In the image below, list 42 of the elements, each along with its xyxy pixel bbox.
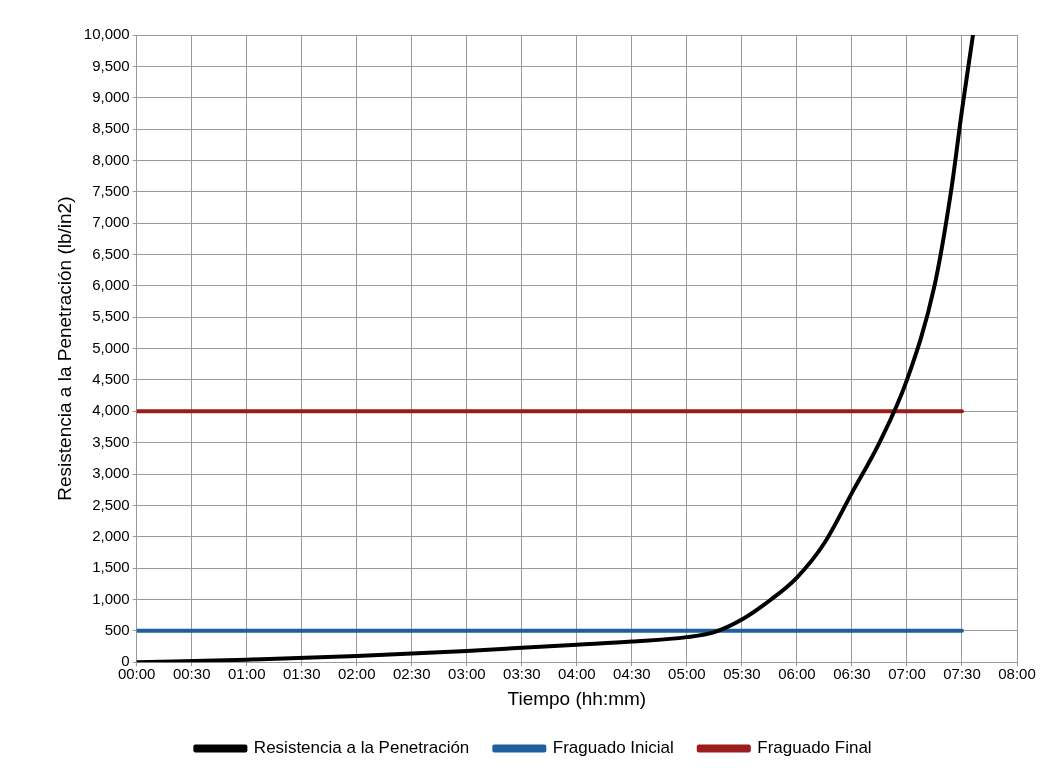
y-tick-label: 9,500 (92, 56, 130, 74)
y-tick-label: 5,000 (92, 338, 130, 356)
legend-label: Fraguado Final (757, 738, 872, 758)
x-tick-label: 04:30 (613, 665, 651, 683)
y-tick-label: 9,000 (92, 87, 130, 105)
y-tick-label: 3,000 (92, 464, 130, 482)
x-tick-label: 04:00 (558, 665, 596, 683)
y-tick-label: 1,500 (92, 558, 130, 576)
line-series (136, 35, 975, 663)
y-tick-label: 2,000 (92, 526, 130, 544)
legend-label: Fraguado Inicial (552, 738, 674, 758)
y-tick-label: 2,500 (92, 495, 130, 513)
y-tick-label: 1,000 (92, 589, 130, 607)
y-axis-title: Resistencia a la Penetración (lb/in2) (53, 196, 75, 501)
x-tick-label: 03:30 (503, 665, 541, 683)
legend-label: Resistencia a la Penetración (253, 738, 470, 758)
y-tick-label: 4,000 (92, 401, 130, 419)
x-tick-label: 00:30 (172, 665, 211, 683)
y-tick-label: 6,500 (92, 244, 130, 262)
x-tick-label: 02:30 (393, 665, 431, 683)
x-tick-label: 03:00 (448, 665, 486, 683)
x-tick-label: 07:30 (943, 665, 981, 683)
x-tick-label: 06:30 (833, 665, 871, 683)
x-tick-label: 06:00 (778, 665, 816, 683)
y-tick-label: 4,500 (92, 370, 130, 388)
y-tick-label: 3,500 (92, 432, 130, 450)
x-tick-label: 08:00 (998, 665, 1036, 683)
y-tick-label: 5,500 (92, 307, 130, 325)
x-tick-label: 01:00 (227, 665, 266, 683)
y-tick-label: 10,000 (83, 25, 130, 43)
y-tick-label: 6,000 (92, 276, 130, 294)
x-axis-title: Tiempo (hh:mm) (507, 687, 647, 709)
y-tick-label: 8,500 (92, 119, 130, 137)
y-tick-label: 7,000 (92, 213, 130, 231)
x-tick-label: 02:00 (337, 665, 376, 683)
x-tick-label: 01:30 (282, 665, 321, 683)
x-tick-label: 05:30 (723, 665, 761, 683)
x-tick-label: 07:00 (888, 665, 926, 683)
y-tick-label: 8,000 (92, 150, 130, 168)
x-tick-label: 05:00 (668, 665, 706, 683)
y-tick-label: 500 (104, 620, 130, 638)
y-tick-label: 7,500 (92, 181, 130, 199)
